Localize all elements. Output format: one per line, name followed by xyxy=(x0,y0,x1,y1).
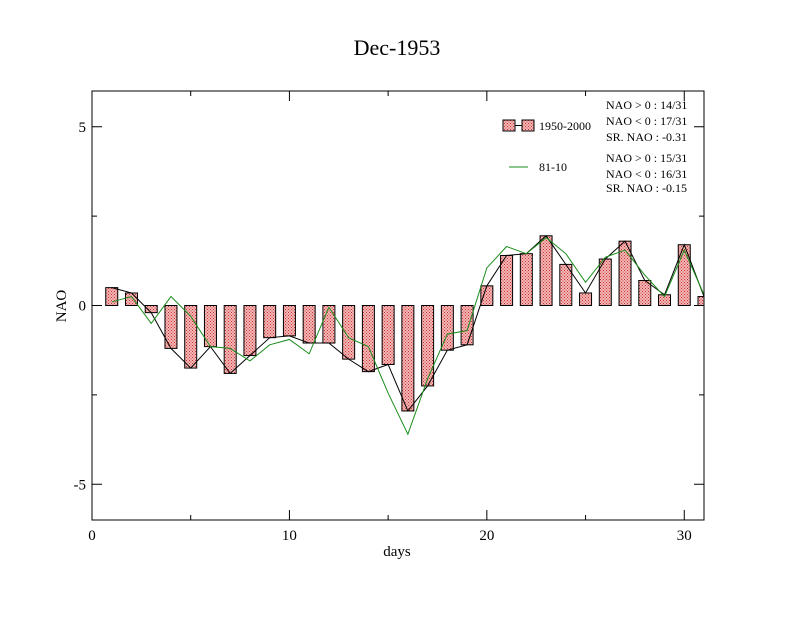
stats-annotations: NAO > 0 : 14/31 NAO < 0 : 17/31 SR. NAO … xyxy=(606,98,687,195)
stat-sr-nao-2: SR. NAO : -0.15 xyxy=(606,181,687,195)
stat-nao-positive-2: NAO > 0 : 15/31 xyxy=(606,151,687,165)
y-tick-label-0: 0 xyxy=(79,299,87,315)
x-axis-label: days xyxy=(383,544,411,560)
bar-day-30 xyxy=(677,244,691,307)
bar-day-17 xyxy=(421,305,435,387)
bar-day-4 xyxy=(164,305,178,349)
bar-day-16 xyxy=(401,305,415,412)
bar-day-10 xyxy=(282,305,296,337)
stat-nao-negative-1: NAO < 0 : 17/31 xyxy=(606,114,687,128)
bar-day-21 xyxy=(500,254,514,306)
x-tick-label-30: 30 xyxy=(677,528,692,544)
bar-day-13 xyxy=(342,305,356,360)
plot-inner xyxy=(105,235,704,436)
bar-day-5 xyxy=(184,305,198,369)
stat-nao-positive-1: NAO > 0 : 14/31 xyxy=(606,98,687,112)
legend-label-1950-2000: 1950-2000 xyxy=(539,119,591,133)
stat-sr-nao-1: SR. NAO : -0.31 xyxy=(606,130,687,144)
bar-day-14 xyxy=(361,305,375,373)
x-tick-label-0: 0 xyxy=(88,528,96,544)
legend: 1950-2000 81-10 xyxy=(502,119,591,174)
chart-title: Dec-1953 xyxy=(354,35,441,60)
stat-nao-negative-2: NAO < 0 : 16/31 xyxy=(606,167,687,181)
bar-day-7 xyxy=(223,305,237,374)
x-tick-label-10: 10 xyxy=(282,528,297,544)
bar-day-22 xyxy=(519,253,533,307)
series-line-81-10 xyxy=(111,236,704,436)
bar-day-11 xyxy=(302,305,316,344)
bar-day-2 xyxy=(124,292,138,306)
legend-label-81-10: 81-10 xyxy=(539,160,567,174)
bar-day-12 xyxy=(322,305,336,344)
bar-day-31 xyxy=(697,296,704,306)
legend-swatch-bar-2 xyxy=(521,119,535,132)
y-axis-label: NAO xyxy=(54,290,70,323)
y-tick-label-5: 5 xyxy=(79,120,87,136)
bar-day-1 xyxy=(105,287,119,306)
bar-day-15 xyxy=(381,305,395,365)
bar-day-28 xyxy=(638,279,652,307)
axes: 0 10 20 30 -5 0 5 xyxy=(74,91,704,544)
x-tick-label-20: 20 xyxy=(479,528,494,544)
y-tick-label--5: -5 xyxy=(74,477,87,493)
bar-day-23 xyxy=(539,235,553,307)
bar-day-25 xyxy=(579,292,593,306)
legend-swatch-bar xyxy=(502,119,516,132)
bar-day-19 xyxy=(460,305,474,346)
bar-day-8 xyxy=(243,305,257,357)
bar-day-9 xyxy=(263,305,277,339)
bar-day-20 xyxy=(480,285,494,306)
plot-area xyxy=(105,235,704,436)
